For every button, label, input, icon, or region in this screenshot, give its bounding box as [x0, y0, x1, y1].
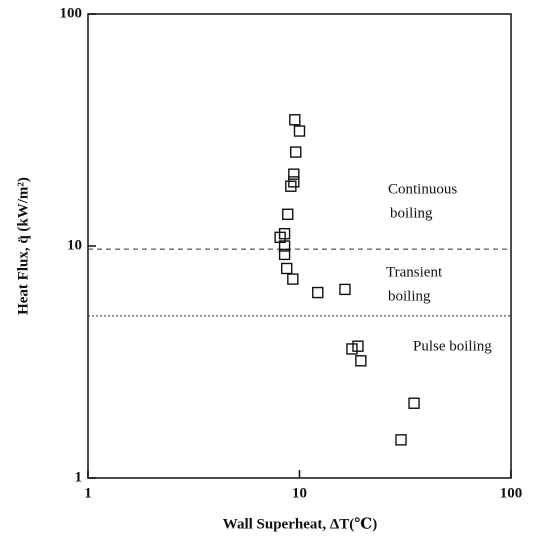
y-tick-label: 100: [60, 5, 83, 21]
data-point: [278, 240, 291, 252]
data-point: [293, 125, 306, 137]
y-tick-label: 1: [75, 469, 83, 485]
annotation: boiling: [390, 205, 433, 221]
annotation: Transient: [386, 264, 443, 280]
data-point: [288, 168, 300, 180]
data-point: [278, 248, 291, 261]
data-point: [290, 146, 302, 158]
data-point: [395, 434, 407, 446]
annotation: boiling: [388, 288, 431, 304]
annotation: Continuous: [388, 181, 457, 197]
data-point: [352, 340, 364, 352]
data-point: [312, 286, 324, 299]
data-point: [339, 283, 351, 296]
data-point: [281, 262, 293, 275]
annotation: Pulse boiling: [413, 338, 492, 354]
data-point: [408, 397, 420, 409]
x-axis-label: Wall Superheat, ΔT(℃): [223, 516, 377, 532]
data-point: [285, 180, 297, 192]
data-point: [346, 343, 358, 355]
data-point: [289, 114, 301, 126]
data-point: [355, 355, 367, 367]
plot-frame: [87, 13, 512, 479]
x-tick-label: 100: [500, 485, 523, 501]
data-point: [287, 273, 299, 285]
x-tick-label: 1: [84, 485, 92, 501]
y-axis-label: Heat Flux, q̈ (kW/m²): [15, 177, 31, 315]
x-tick-label: 10: [292, 485, 307, 501]
data-point: [282, 208, 294, 220]
data-point: [278, 227, 291, 240]
y-tick-label: 10: [67, 237, 82, 253]
